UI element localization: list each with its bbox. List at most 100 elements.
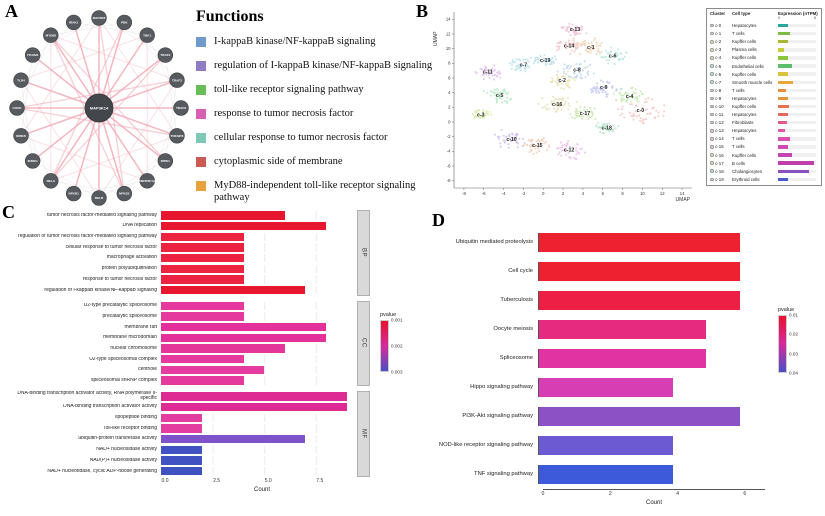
- umap-point: [545, 140, 548, 144]
- go-x-tick-label: 2.5: [213, 478, 221, 484]
- umap-point: [643, 101, 646, 104]
- expression-bar: [778, 169, 809, 173]
- cluster-id: c-14: [715, 136, 724, 142]
- umap-point: [600, 50, 603, 54]
- x-tick-label: 14: [680, 191, 685, 196]
- umap-point: [616, 48, 620, 51]
- function-color-swatch: [196, 133, 206, 144]
- umap-point: [499, 76, 502, 79]
- umap-point: [603, 56, 606, 59]
- expression-bar-track: [778, 112, 816, 117]
- kegg-x-axis-title: Count: [645, 500, 662, 506]
- umap-point: [580, 77, 584, 80]
- umap-point: [489, 69, 492, 72]
- umap-point: [595, 85, 598, 88]
- kegg-pathway-label: Spliceosome: [499, 355, 533, 362]
- umap-point: [503, 90, 506, 93]
- umap-point: [605, 127, 609, 130]
- umap-point: [528, 66, 531, 69]
- umap-point: [595, 91, 598, 94]
- gene-node-label: TICAM1: [27, 53, 39, 57]
- umap-point: [577, 69, 580, 72]
- umap-point: [575, 146, 578, 149]
- cluster-id-cell: c-6: [710, 72, 732, 77]
- gene-node-label: PBK: [121, 21, 128, 25]
- expression-bar: [778, 64, 793, 68]
- umap-point: [585, 32, 588, 35]
- function-legend-item: response to tumor necrosis factor: [196, 108, 438, 120]
- cell-type-label: T cells: [732, 87, 745, 93]
- umap-point: [558, 97, 562, 100]
- umap-point: [572, 39, 575, 43]
- umap-point: [600, 41, 603, 44]
- pvalue-tick-label: 0.02: [789, 331, 798, 337]
- umap-point: [579, 32, 582, 35]
- legend-header-expression-text: Expression (nTPM): [778, 11, 818, 16]
- expression-bar: [778, 129, 785, 133]
- umap-point: [644, 109, 647, 112]
- umap-point: [537, 57, 541, 61]
- umap-point: [578, 52, 582, 56]
- kegg-bar-row: Tuberculosis: [434, 286, 760, 315]
- umap-point: [496, 93, 499, 96]
- expression-bar-track: [778, 23, 816, 28]
- umap-point: [596, 82, 599, 85]
- go-bar: [161, 355, 244, 364]
- go-bar: [161, 312, 244, 321]
- umap-point: [502, 90, 505, 93]
- umap-point: [641, 106, 644, 109]
- umap-cluster-label: c-5: [496, 93, 504, 99]
- umap-point: [497, 70, 500, 73]
- umap-point: [618, 59, 621, 62]
- cluster-legend-row: c-0 Hepatocytes: [710, 22, 818, 30]
- network-edge: [16, 107, 52, 181]
- umap-point: [548, 144, 551, 147]
- umap-point: [557, 153, 560, 156]
- function-label: regulation of I-kappaB kinase/NF-kappaB …: [214, 60, 433, 72]
- umap-point: [663, 104, 666, 107]
- cluster-id-cell: c-1: [710, 31, 732, 36]
- gene-node-label: MYD88: [46, 33, 57, 37]
- gene-node-label: RELA: [47, 179, 56, 183]
- go-bar-row: regulation of tumor necrosis factor-medi…: [8, 231, 355, 242]
- umap-point: [528, 145, 532, 148]
- gene-node: [24, 47, 41, 63]
- umap-point: [605, 95, 608, 98]
- go-bar: [161, 413, 203, 422]
- cluster-id-cell: c-7: [710, 80, 732, 85]
- expression-bar-track: [778, 129, 816, 133]
- umap-point: [525, 65, 528, 68]
- panel-a-label: A: [5, 1, 18, 21]
- umap-point: [604, 49, 607, 52]
- umap-cluster: [589, 79, 623, 98]
- expression-cell: [778, 104, 818, 109]
- network-edge: [98, 160, 166, 199]
- umap-point: [551, 57, 554, 60]
- umap-point: [611, 86, 614, 89]
- umap-point: [529, 140, 532, 143]
- umap-point: [567, 140, 570, 143]
- go-bar-track: [161, 275, 355, 284]
- umap-point: [485, 110, 488, 113]
- kegg-x-tick-label: 6: [743, 491, 747, 497]
- umap-point: [539, 55, 542, 58]
- umap-point: [517, 58, 520, 61]
- umap-point: [526, 64, 529, 67]
- umap-point: [557, 45, 561, 48]
- go-facet: tumor necrosis factor-mediated signaling…: [8, 210, 422, 296]
- umap-point: [510, 67, 513, 70]
- umap-point: [554, 58, 557, 61]
- umap-point: [581, 147, 584, 150]
- umap-point: [484, 68, 487, 72]
- umap-point: [637, 100, 640, 103]
- go-bar-row: Toll-like receptor binding: [8, 423, 355, 434]
- expression-bar: [778, 161, 814, 165]
- umap-point: [650, 98, 654, 101]
- cluster-id: c-19: [715, 176, 724, 182]
- kegg-pathway-label: TNF signaling pathway: [474, 471, 533, 478]
- network-edge: [98, 107, 126, 194]
- umap-point: [600, 55, 603, 59]
- umap-point: [477, 112, 480, 115]
- cluster-id: c-7: [715, 79, 722, 85]
- umap-point: [582, 40, 585, 43]
